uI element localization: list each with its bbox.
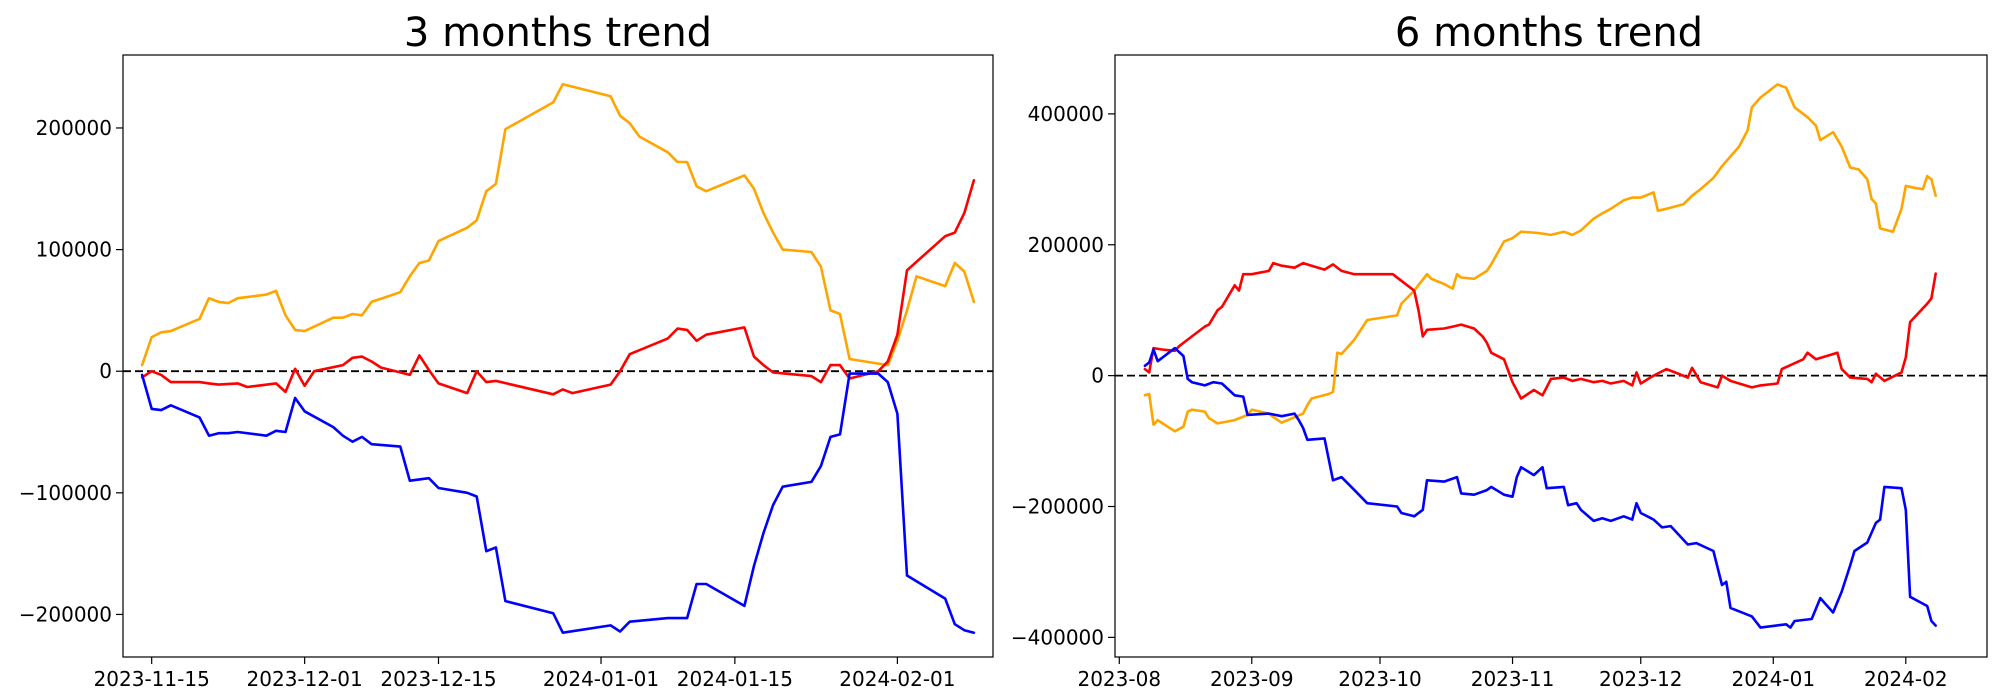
chart-title: 6 months trend xyxy=(1395,10,1703,56)
y-tick-label: 200000 xyxy=(1028,233,1104,257)
y-tick-label: −200000 xyxy=(19,602,112,626)
x-tick-label: 2023-12-01 xyxy=(247,667,363,691)
y-tick-label: 200000 xyxy=(36,116,112,140)
x-tick-label: 2024-02-01 xyxy=(839,667,955,691)
x-tick-label: 2023-11 xyxy=(1471,667,1555,691)
y-tick-label: −200000 xyxy=(1011,495,1104,519)
x-tick-label: 2023-12 xyxy=(1599,667,1683,691)
x-tick-label: 2023-11-15 xyxy=(94,667,210,691)
series-line-1 xyxy=(140,82,976,367)
chart-3-months: 3 months trend −200000 −100000 0 100000 2000… xyxy=(19,10,994,691)
x-tick-label: 2023-10 xyxy=(1338,667,1422,691)
series-line-2 xyxy=(140,179,976,396)
x-tick-label: 2023-12-15 xyxy=(380,667,496,691)
x-tick-label: 2024-02 xyxy=(1864,667,1948,691)
x-tick-label: 2023-09 xyxy=(1210,667,1294,691)
chart-6-months: 6 months trend −400000 −200000 0 200000 4000… xyxy=(1011,10,1988,691)
y-tick-label: 0 xyxy=(1091,364,1104,388)
y-axis: −200000 −100000 0 100000 200000 xyxy=(19,116,123,626)
y-tick-label: −100000 xyxy=(19,481,112,505)
chart-title: 3 months trend xyxy=(404,10,712,56)
series-layer xyxy=(1115,83,1987,629)
plot-frame xyxy=(122,54,994,658)
x-tick-label: 2024-01-01 xyxy=(543,667,659,691)
series-line-2 xyxy=(1143,261,1937,400)
series-layer xyxy=(123,82,993,634)
series-line-3 xyxy=(1143,346,1937,629)
series-line-1 xyxy=(1143,83,1937,433)
y-tick-label: −400000 xyxy=(1011,625,1104,649)
y-tick-label: 100000 xyxy=(36,238,112,262)
plot-frame xyxy=(1114,54,1988,658)
series-line-3 xyxy=(140,372,976,634)
y-tick-label: 0 xyxy=(99,359,112,383)
x-tick-label: 2024-01-15 xyxy=(677,667,793,691)
x-tick-label: 2024-01 xyxy=(1731,667,1815,691)
x-axis: 2023-08 2023-09 2023-10 2023-11 2023-12 2024-… xyxy=(1077,657,1948,691)
y-tick-label: 400000 xyxy=(1028,102,1104,126)
y-axis: −400000 −200000 0 200000 400000 xyxy=(1011,102,1115,649)
x-axis: 2023-11-15 2023-12-01 2023-12-15 2024-01-01… xyxy=(94,657,956,691)
x-tick-label: 2023-08 xyxy=(1077,667,1161,691)
